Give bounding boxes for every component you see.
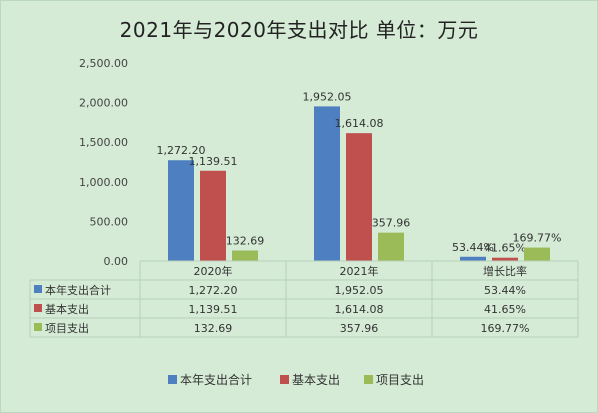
bar <box>524 247 550 261</box>
table-cell: 132.69 <box>194 322 233 335</box>
table-cell: 1,952.05 <box>335 284 384 297</box>
chart-title: 2021年与2020年支出对比 单位：万元 <box>119 18 479 42</box>
y-tick-label: 2,500.00 <box>79 57 128 70</box>
bar <box>232 250 258 261</box>
data-label: 1,139.51 <box>189 155 238 168</box>
table-cell: 169.77% <box>481 322 530 335</box>
data-label: 132.69 <box>226 234 265 247</box>
data-label: 357.96 <box>372 217 411 230</box>
data-label: 1,614.08 <box>335 117 384 130</box>
bar <box>378 232 404 261</box>
table-cell: 1,139.51 <box>189 303 238 316</box>
data-label: 53.44% <box>452 241 494 254</box>
y-tick-label: 0.00 <box>104 255 129 268</box>
table-series-name: 项目支出 <box>45 321 89 335</box>
y-tick-label: 1,000.00 <box>79 176 128 189</box>
table-legend-key <box>34 304 42 312</box>
data-label: 1,952.05 <box>303 90 352 103</box>
table-cell: 41.65% <box>484 303 526 316</box>
table-series-name: 本年支出合计 <box>45 283 111 297</box>
table-cell: 357.96 <box>340 322 379 335</box>
bar <box>168 160 194 261</box>
table-legend-key <box>34 285 42 293</box>
bar <box>200 170 226 261</box>
y-tick-label: 1,500.00 <box>79 136 128 149</box>
table-legend-key <box>34 323 42 331</box>
data-label: 169.77% <box>513 232 562 245</box>
legend-label: 基本支出 <box>292 373 340 387</box>
legend-label: 项目支出 <box>376 373 424 387</box>
table-cell: 1,272.20 <box>189 284 238 297</box>
bar <box>460 256 486 261</box>
y-tick-label: 500.00 <box>90 215 129 228</box>
legend-label: 本年支出合计 <box>180 372 252 387</box>
y-tick-label: 2,000.00 <box>79 97 128 110</box>
bar <box>492 257 518 261</box>
table-cell: 1,614.08 <box>335 303 384 316</box>
table-series-name: 基本支出 <box>45 302 89 316</box>
category-label: 2020年 <box>194 264 233 278</box>
legend-key <box>168 375 177 384</box>
legend-key <box>364 375 373 384</box>
legend-key <box>280 375 289 384</box>
table-cell: 53.44% <box>484 284 526 297</box>
category-label: 2021年 <box>340 264 379 278</box>
category-label: 增长比率 <box>483 264 527 278</box>
bar <box>314 106 340 261</box>
data-label: 1,272.20 <box>157 144 206 157</box>
data-label: 41.65% <box>484 242 526 255</box>
bar <box>346 133 372 261</box>
